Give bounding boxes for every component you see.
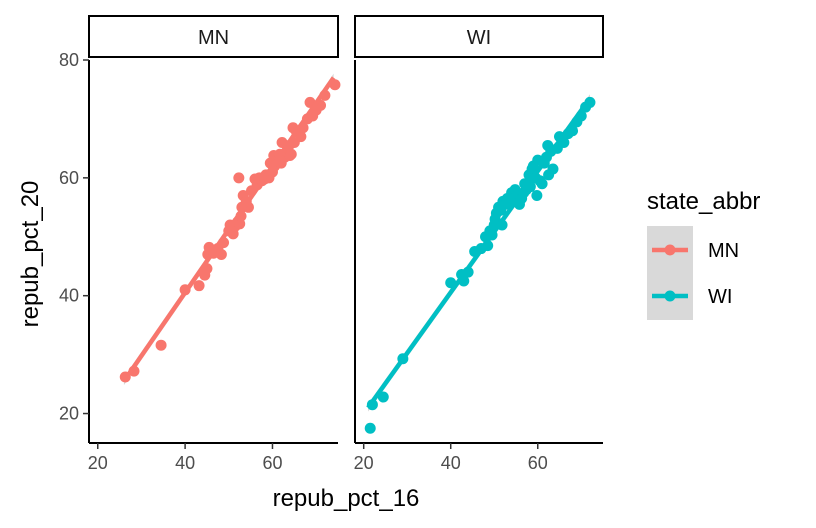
legend-key-point xyxy=(664,290,676,302)
legend-label: MN xyxy=(708,240,739,262)
data-point xyxy=(531,190,543,202)
axes: repub_pct_16 repub_pct_20 xyxy=(17,181,419,512)
legend-key-point xyxy=(664,244,676,256)
legend-label: WI xyxy=(708,286,732,308)
legend-title: state_abbr xyxy=(647,188,760,215)
data-point xyxy=(547,163,559,175)
x-tick-label: 40 xyxy=(175,453,195,473)
facet-strip-label: WI xyxy=(467,27,491,49)
data-point xyxy=(295,131,307,143)
facet-strip-label: MN xyxy=(198,27,229,49)
data-point xyxy=(193,280,205,292)
data-point xyxy=(377,391,389,403)
data-point xyxy=(285,148,297,160)
y-tick-label: 20 xyxy=(59,404,79,424)
legend-keys: MN WI xyxy=(647,226,739,320)
y-tick-label: 60 xyxy=(59,168,79,188)
facet-panels: MN 20 40 60 20 40 60 80 WI 20 40 60 xyxy=(59,15,604,473)
x-axis-title: repub_pct_16 xyxy=(273,485,420,512)
data-point xyxy=(364,422,376,434)
data-point xyxy=(233,172,245,184)
data-point xyxy=(155,339,167,351)
y-tick-label: 40 xyxy=(59,286,79,306)
data-point xyxy=(536,178,548,190)
legend: state_abbr MN WI xyxy=(647,188,760,320)
facet-strip xyxy=(88,15,339,58)
x-tick-label: 60 xyxy=(528,453,548,473)
fit-line xyxy=(122,76,336,383)
y-axis-title: repub_pct_20 xyxy=(17,181,44,328)
x-tick-label: 60 xyxy=(262,453,282,473)
facet-panel-wi: WI 20 40 60 xyxy=(354,15,604,473)
x-tick-label: 20 xyxy=(354,453,374,473)
x-tick-label: 40 xyxy=(441,453,461,473)
legend-key-background xyxy=(647,226,693,320)
data-point xyxy=(215,248,227,260)
fit-line xyxy=(366,96,592,409)
facet-panel-mn: MN 20 40 60 20 40 60 80 xyxy=(59,15,341,473)
x-tick-label: 20 xyxy=(88,453,108,473)
y-tick-label: 80 xyxy=(59,50,79,70)
facet-strip xyxy=(354,15,604,58)
